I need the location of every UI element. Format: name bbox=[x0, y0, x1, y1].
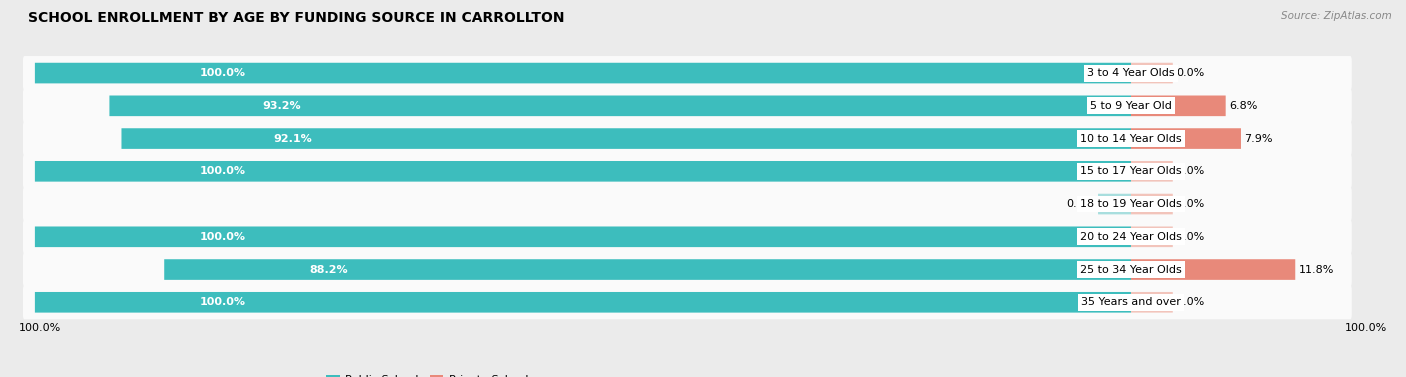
FancyBboxPatch shape bbox=[22, 253, 1351, 287]
Text: 7.9%: 7.9% bbox=[1244, 133, 1272, 144]
Text: 100.0%: 100.0% bbox=[1344, 323, 1386, 333]
Text: 92.1%: 92.1% bbox=[273, 133, 312, 144]
FancyBboxPatch shape bbox=[35, 292, 1130, 313]
Text: 100.0%: 100.0% bbox=[20, 323, 62, 333]
Text: 11.8%: 11.8% bbox=[1298, 265, 1334, 274]
FancyBboxPatch shape bbox=[1130, 227, 1173, 247]
Text: 100.0%: 100.0% bbox=[200, 232, 245, 242]
FancyBboxPatch shape bbox=[22, 220, 1351, 254]
FancyBboxPatch shape bbox=[22, 154, 1351, 188]
FancyBboxPatch shape bbox=[22, 187, 1351, 221]
FancyBboxPatch shape bbox=[165, 259, 1130, 280]
Legend: Public School, Private School: Public School, Private School bbox=[322, 370, 533, 377]
FancyBboxPatch shape bbox=[1130, 259, 1295, 280]
Text: SCHOOL ENROLLMENT BY AGE BY FUNDING SOURCE IN CARROLLTON: SCHOOL ENROLLMENT BY AGE BY FUNDING SOUR… bbox=[28, 11, 565, 25]
Text: 100.0%: 100.0% bbox=[200, 166, 245, 176]
FancyBboxPatch shape bbox=[22, 121, 1351, 156]
Text: 100.0%: 100.0% bbox=[200, 297, 245, 307]
FancyBboxPatch shape bbox=[1130, 128, 1241, 149]
FancyBboxPatch shape bbox=[35, 227, 1130, 247]
FancyBboxPatch shape bbox=[1130, 63, 1173, 83]
FancyBboxPatch shape bbox=[22, 89, 1351, 123]
Text: Source: ZipAtlas.com: Source: ZipAtlas.com bbox=[1281, 11, 1392, 21]
FancyBboxPatch shape bbox=[22, 285, 1351, 319]
FancyBboxPatch shape bbox=[35, 63, 1130, 83]
FancyBboxPatch shape bbox=[110, 95, 1130, 116]
Text: 3 to 4 Year Olds: 3 to 4 Year Olds bbox=[1087, 68, 1175, 78]
Text: 0.0%: 0.0% bbox=[1067, 199, 1095, 209]
Text: 0.0%: 0.0% bbox=[1175, 199, 1204, 209]
Text: 18 to 19 Year Olds: 18 to 19 Year Olds bbox=[1080, 199, 1182, 209]
Text: 0.0%: 0.0% bbox=[1175, 166, 1204, 176]
FancyBboxPatch shape bbox=[1130, 95, 1226, 116]
Text: 0.0%: 0.0% bbox=[1175, 297, 1204, 307]
Text: 15 to 17 Year Olds: 15 to 17 Year Olds bbox=[1080, 166, 1182, 176]
Text: 10 to 14 Year Olds: 10 to 14 Year Olds bbox=[1080, 133, 1182, 144]
Text: 20 to 24 Year Olds: 20 to 24 Year Olds bbox=[1080, 232, 1182, 242]
Text: 93.2%: 93.2% bbox=[263, 101, 301, 111]
FancyBboxPatch shape bbox=[1130, 194, 1173, 215]
FancyBboxPatch shape bbox=[35, 161, 1130, 182]
Text: 6.8%: 6.8% bbox=[1229, 101, 1257, 111]
FancyBboxPatch shape bbox=[121, 128, 1130, 149]
FancyBboxPatch shape bbox=[1098, 194, 1130, 215]
Text: 88.2%: 88.2% bbox=[309, 265, 347, 274]
Text: 25 to 34 Year Olds: 25 to 34 Year Olds bbox=[1080, 265, 1182, 274]
FancyBboxPatch shape bbox=[1130, 161, 1173, 182]
Text: 100.0%: 100.0% bbox=[200, 68, 245, 78]
FancyBboxPatch shape bbox=[1130, 292, 1173, 313]
FancyBboxPatch shape bbox=[22, 56, 1351, 90]
Text: 35 Years and over: 35 Years and over bbox=[1081, 297, 1181, 307]
Text: 0.0%: 0.0% bbox=[1175, 232, 1204, 242]
Text: 0.0%: 0.0% bbox=[1175, 68, 1204, 78]
Text: 5 to 9 Year Old: 5 to 9 Year Old bbox=[1090, 101, 1173, 111]
